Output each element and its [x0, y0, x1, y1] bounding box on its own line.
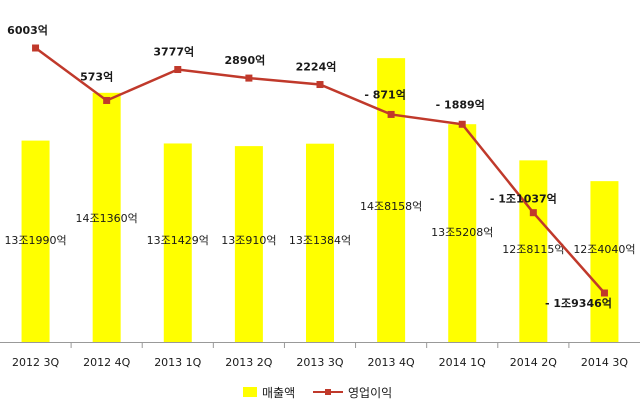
line-value-label-6: - 871억: [364, 88, 405, 101]
bar-2: [92, 92, 121, 343]
bar-9: [590, 181, 619, 342]
bar-value-label-9: 12조4040억: [573, 243, 635, 256]
bar-value-label-4: 13조910억: [221, 234, 276, 247]
x-tick-label-3: 2013 1Q: [154, 356, 201, 369]
line-value-label-3: 3777억: [153, 46, 194, 59]
bar-series: [21, 58, 619, 343]
bar-value-label-5: 13조1384억: [289, 234, 351, 247]
line-point-9: [600, 289, 608, 297]
line-value-label-4: 2890억: [225, 54, 266, 67]
line-point-2: [103, 96, 111, 104]
line-value-label-8: - 1조1037억: [490, 193, 557, 206]
bar-value-label-7: 13조5208억: [431, 226, 493, 239]
bar-value-label-8: 12조8115억: [502, 243, 564, 256]
x-tick-label-5: 2013 3Q: [296, 356, 343, 369]
legend-swatch-profit-marker: [325, 389, 331, 395]
line-value-label-2: 573억: [80, 70, 113, 83]
legend-label-profit: 영업이익: [348, 386, 392, 400]
line-point-7: [458, 120, 466, 128]
x-tick-label-2: 2012 4Q: [83, 356, 130, 369]
line-value-label-5: 2224억: [296, 61, 337, 74]
x-tick-label-6: 2013 4Q: [368, 356, 415, 369]
bar-4: [234, 146, 263, 342]
bar-5: [306, 143, 334, 342]
legend-label-sales: 매출액: [262, 386, 295, 400]
bar-1: [21, 140, 50, 342]
bar-value-label-1: 13조1990억: [4, 234, 66, 247]
bar-7: [448, 124, 477, 342]
x-tick-label-9: 2014 3Q: [581, 356, 628, 369]
legend: 매출액 영업이익: [243, 386, 392, 400]
line-point-3: [174, 66, 182, 74]
bar-8: [519, 160, 548, 342]
x-tick-label-1: 2012 3Q: [12, 356, 59, 369]
line-point-5: [316, 81, 324, 89]
line-point-8: [529, 209, 537, 217]
line-labels: 6003억 573억 3777억 2890억 2224억 - 871억 - 1889억 - 1…: [7, 24, 612, 310]
bar-3: [163, 143, 192, 342]
line-point-6: [387, 110, 395, 118]
line-value-label-1: 6003억: [7, 24, 48, 37]
line-value-label-9: - 1조9346억: [545, 297, 612, 310]
line-point-1: [32, 44, 40, 52]
bar-value-label-3: 13조1429억: [147, 234, 209, 247]
x-tick-label-4: 2013 2Q: [225, 356, 272, 369]
x-tick-label-8: 2014 2Q: [510, 356, 557, 369]
line-series: [32, 44, 608, 297]
bar-6: [377, 58, 406, 343]
x-tick-label-7: 2014 1Q: [439, 356, 486, 369]
bar-value-label-2: 14조1360억: [76, 212, 138, 225]
bar-value-label-6: 14조8158억: [360, 200, 422, 213]
line-value-label-7: - 1889억: [436, 98, 485, 111]
bar-labels: 13조1990억 14조1360억 13조1429억 13조910억 13조1384억 1…: [4, 200, 635, 256]
legend-swatch-sales: [243, 387, 257, 397]
line-point-4: [245, 74, 253, 82]
x-axis-ticks: 2012 3Q 2012 4Q 2013 1Q 2013 2Q 2013 3Q 2013 …: [12, 342, 628, 369]
